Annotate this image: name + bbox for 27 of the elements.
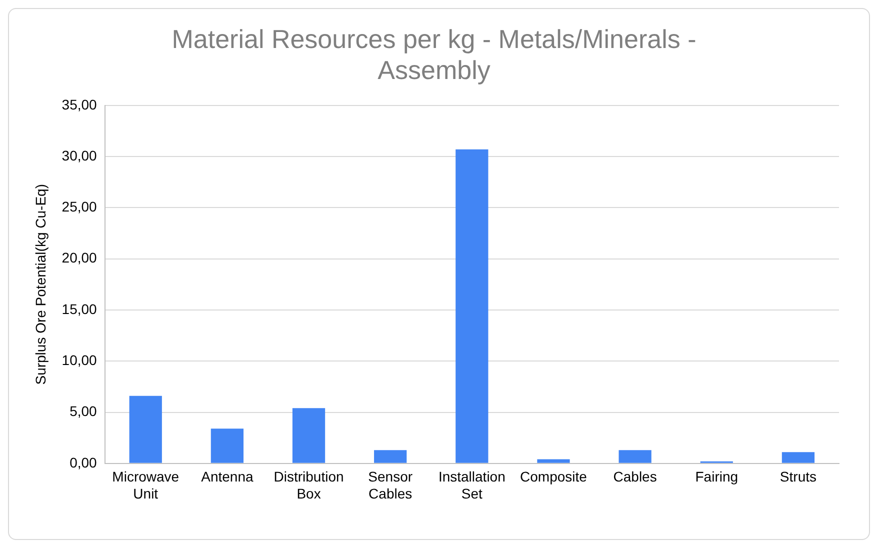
y-tick-label: 25,00 xyxy=(62,198,98,215)
y-tick-label: 35,00 xyxy=(62,96,98,112)
x-tick-label: Microwave Unit xyxy=(112,468,180,502)
bar xyxy=(210,428,244,463)
x-tick-label: Installation Set xyxy=(438,468,506,502)
y-tick-label: 30,00 xyxy=(62,147,98,164)
bar xyxy=(456,149,488,463)
bar xyxy=(374,450,407,463)
x-tick-label: Sensor Cables xyxy=(368,468,413,502)
x-tick-label: Cables xyxy=(613,468,657,485)
bar xyxy=(618,450,652,463)
y-tick-label: 10,00 xyxy=(62,352,98,368)
y-tick-label: 15,00 xyxy=(62,300,98,317)
x-tick-label: Antenna xyxy=(201,468,254,485)
bar xyxy=(782,452,815,463)
y-tick-label: 5,00 xyxy=(70,403,98,420)
y-axis-title: Surplus Ore Potential(kg Cu-Eq) xyxy=(32,184,48,385)
x-tick-label: Fairing xyxy=(695,468,738,485)
y-tick-label: 20,00 xyxy=(62,250,98,266)
x-tick-label: Composite xyxy=(520,468,588,485)
bar xyxy=(537,459,570,463)
chart-title: Material Resources per kg - Metals/Minerals - Assembly xyxy=(172,24,696,85)
bar xyxy=(129,396,162,463)
y-tick-label: 0,00 xyxy=(70,454,98,470)
bar xyxy=(292,408,326,463)
x-tick-label: Distribution Box xyxy=(274,468,344,502)
x-tick-label: Struts xyxy=(780,468,816,485)
